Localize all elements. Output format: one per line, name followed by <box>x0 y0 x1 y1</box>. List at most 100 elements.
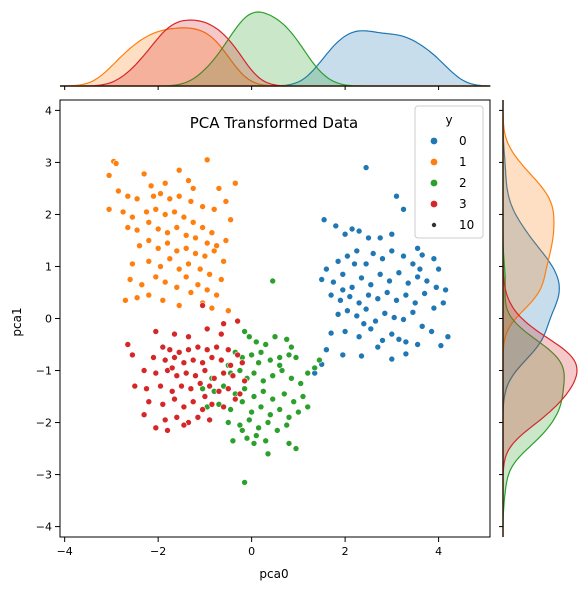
scatter-point <box>124 192 132 200</box>
scatter-point <box>133 195 141 203</box>
scatter-point <box>250 369 258 377</box>
scatter-point <box>418 322 426 330</box>
scatter-point <box>246 333 253 341</box>
scatter-point <box>159 296 167 304</box>
scatter-point <box>435 265 442 273</box>
scatter-point <box>266 356 274 364</box>
scatter-point <box>246 416 253 424</box>
scatter-point <box>269 395 277 403</box>
scatter-point <box>402 350 410 358</box>
scatter-point <box>218 356 225 364</box>
y-tick-label: 4 <box>45 104 52 117</box>
legend-title: y <box>445 113 452 127</box>
scatter-point <box>316 356 323 364</box>
scatter-point <box>213 343 220 351</box>
scatter-point <box>140 367 148 374</box>
legend-marker <box>430 179 438 187</box>
scatter-point <box>115 187 122 195</box>
legend-marker <box>430 137 438 145</box>
scatter-point <box>365 291 372 299</box>
scatter-point <box>140 411 148 419</box>
scatter-point <box>145 219 153 226</box>
scatter-point <box>208 354 216 361</box>
scatter-point <box>194 343 202 351</box>
scatter-point <box>159 343 167 351</box>
y-tick-label: 2 <box>45 208 52 221</box>
scatter-point <box>362 305 370 313</box>
scatter-point <box>173 413 181 421</box>
scatter-point <box>143 208 150 216</box>
scatter-point <box>129 260 136 268</box>
scatter-point <box>234 351 241 359</box>
scatter-point <box>250 393 258 400</box>
scatter-point <box>285 351 293 359</box>
scatter-point <box>185 260 192 268</box>
scatter-point <box>180 359 188 367</box>
scatter-point <box>252 432 260 439</box>
scatter-point <box>129 213 136 221</box>
scatter-point <box>304 369 312 377</box>
scatter-point <box>185 346 192 354</box>
legend: y 0 1 2 3 10 <box>414 105 484 239</box>
scatter-point <box>318 276 326 283</box>
scatter-point <box>414 341 421 348</box>
scatter-point <box>304 403 312 411</box>
scatter-point <box>180 403 188 411</box>
scatter-point <box>203 239 211 247</box>
x-tick-label: −4 <box>57 545 73 558</box>
scatter-point <box>225 419 232 426</box>
scatter-point <box>353 312 361 320</box>
scatter-point <box>276 361 284 369</box>
scatter-point <box>152 424 160 432</box>
legend-marker <box>430 200 438 208</box>
scatter-point <box>262 341 270 348</box>
scatter-point <box>138 281 146 289</box>
y-axis-label: pca1 <box>10 307 24 336</box>
legend-label: 0 <box>459 134 467 148</box>
legend-label: 2 <box>459 176 467 190</box>
scatter-point <box>418 251 426 259</box>
scatter-point <box>180 421 188 429</box>
scatter-point <box>252 338 260 346</box>
scatter-point <box>208 400 216 408</box>
scatter-point <box>203 346 211 354</box>
scatter-point <box>182 232 190 239</box>
scatter-point <box>255 424 262 432</box>
scatter-point <box>236 367 244 374</box>
scatter-point <box>210 247 218 255</box>
scatter-point <box>264 419 272 426</box>
scatter-point <box>299 393 307 400</box>
scatter-point <box>131 382 139 390</box>
scatter-point <box>355 227 363 235</box>
scatter-point <box>157 263 164 270</box>
scatter-point <box>288 343 295 351</box>
scatter-point <box>203 286 211 294</box>
scatter-point <box>227 216 234 223</box>
scatter-point <box>201 252 209 260</box>
scatter-point <box>444 333 452 341</box>
scatter-points <box>105 156 452 486</box>
scatter-point <box>241 377 248 385</box>
scatter-point <box>164 427 171 434</box>
scatter-point <box>269 277 277 285</box>
scatter-point <box>344 252 351 260</box>
scatter-point <box>334 310 342 318</box>
scatter-point <box>388 355 396 363</box>
scatter-point <box>164 229 171 236</box>
scatter-point <box>295 408 302 416</box>
scatter-point <box>257 348 265 356</box>
scatter-point <box>248 351 255 359</box>
scatter-point <box>210 206 218 213</box>
scatter-point <box>220 320 227 328</box>
scatter-point <box>266 411 274 419</box>
scatter-point <box>196 265 204 273</box>
scatter-point <box>276 406 284 413</box>
scatter-point <box>288 374 295 382</box>
scatter-point <box>175 265 183 273</box>
scatter-point <box>383 289 391 296</box>
x-tick-label: 2 <box>342 545 349 558</box>
scatter-point <box>236 390 244 398</box>
scatter-point <box>257 403 265 411</box>
scatter-point <box>285 440 293 447</box>
scatter-point <box>339 270 347 278</box>
